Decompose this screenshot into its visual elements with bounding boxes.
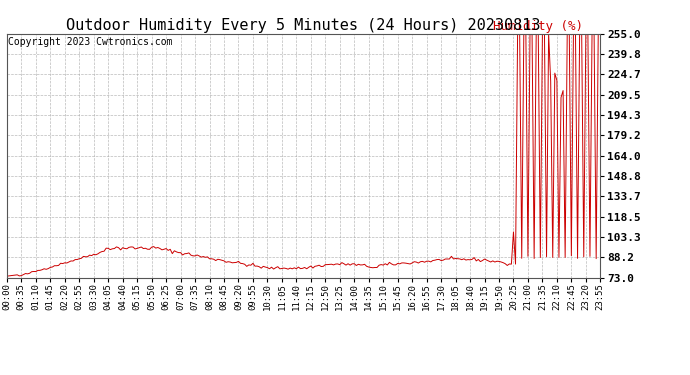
Text: Copyright 2023 Cwtronics.com: Copyright 2023 Cwtronics.com (8, 38, 172, 47)
Title: Outdoor Humidity Every 5 Minutes (24 Hours) 20230813: Outdoor Humidity Every 5 Minutes (24 Hou… (66, 18, 541, 33)
Text: Humidity (%): Humidity (%) (493, 20, 584, 33)
